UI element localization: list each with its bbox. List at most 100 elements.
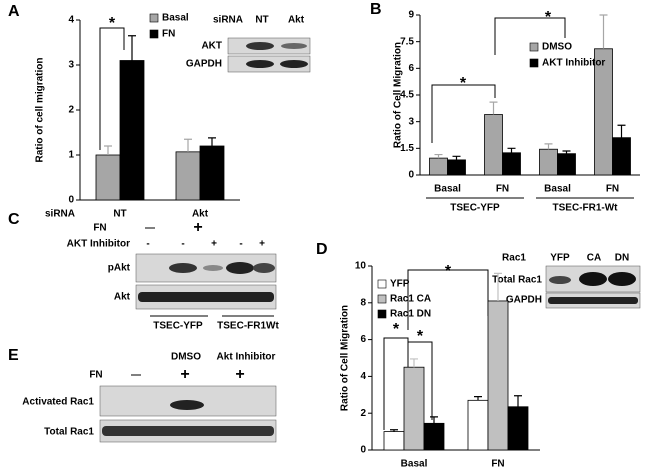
error-bar xyxy=(128,35,136,61)
legend-label: Rac1 DN xyxy=(390,309,431,320)
blot-mark: + xyxy=(211,239,217,250)
annotation: * xyxy=(109,15,116,32)
y-tick-label: 4 xyxy=(68,15,74,26)
blot-mark: + xyxy=(259,239,265,250)
legend-swatch xyxy=(377,294,387,304)
band xyxy=(226,262,254,274)
blot-header: Rac1 xyxy=(502,253,526,264)
bar xyxy=(403,366,425,451)
blot-mark: + xyxy=(193,219,202,236)
blot-row: AKT xyxy=(201,41,222,52)
legend-swatch xyxy=(377,309,387,319)
annotation: * xyxy=(445,263,452,280)
bar xyxy=(199,145,225,201)
y-tick-label: 3 xyxy=(408,116,414,127)
bar xyxy=(539,148,558,176)
blot-treatment: AKT Inhibitor xyxy=(67,239,130,250)
y-tick-label: 3 xyxy=(68,60,74,71)
bar xyxy=(507,406,529,451)
x-tick-label: Akt xyxy=(192,209,209,220)
annotation: * xyxy=(393,321,400,338)
panel-label: E xyxy=(8,347,19,364)
blot-mark: — xyxy=(145,223,155,234)
error-bar xyxy=(208,137,216,146)
blot-lane: NT xyxy=(255,15,268,26)
error-bar xyxy=(452,155,461,160)
y-axis-title: Ratio of Cell Migration xyxy=(340,305,351,411)
bar xyxy=(119,60,145,201)
bar xyxy=(175,151,201,201)
error-bar xyxy=(489,101,498,115)
legend-swatch xyxy=(377,279,387,289)
panel-label: B xyxy=(370,1,382,18)
band xyxy=(169,263,197,273)
blot-lane: CA xyxy=(587,253,601,264)
annotation: * xyxy=(417,328,424,345)
bar xyxy=(423,422,445,451)
blot-lane: DN xyxy=(615,253,629,264)
bar xyxy=(487,300,509,451)
error-bar xyxy=(514,395,522,407)
error-bar xyxy=(410,358,418,368)
bar xyxy=(383,431,405,451)
legend-swatch xyxy=(149,29,159,39)
legend-swatch xyxy=(149,13,159,23)
y-tick-label: 0 xyxy=(68,195,74,206)
blot-row: Activated Rac1 xyxy=(22,397,94,408)
y-tick-label: 1.5 xyxy=(400,143,414,154)
legend-label: FN xyxy=(162,29,175,40)
band xyxy=(280,60,308,68)
bar xyxy=(612,137,631,176)
legend-label: AKT Inhibitor xyxy=(542,58,605,69)
error-bar xyxy=(507,147,516,153)
band xyxy=(608,272,636,286)
error-bar xyxy=(390,429,398,432)
legend-swatch xyxy=(529,58,539,68)
error-bar xyxy=(430,416,438,424)
blot-mark: + xyxy=(235,366,244,383)
y-tick-label: 2 xyxy=(68,105,74,116)
error-bar xyxy=(562,150,571,154)
x-tick-label: FN xyxy=(496,184,509,195)
blot-header: siRNA xyxy=(213,15,243,26)
blot-row: Total Rac1 xyxy=(44,427,94,438)
panel-label: D xyxy=(316,241,328,258)
y-tick-label: 4 xyxy=(360,371,366,382)
blot-row: GAPDH xyxy=(186,59,222,70)
y-axis-title: Ratio of cell migration xyxy=(35,57,46,162)
y-tick-label: 2 xyxy=(360,408,366,419)
y-tick-label: 6 xyxy=(360,334,366,345)
error-bar xyxy=(494,272,502,301)
band xyxy=(579,272,607,286)
x-tick-label: Basal xyxy=(401,459,428,468)
x-axis-title: siRNA xyxy=(45,209,75,220)
blot-lane: Akt xyxy=(288,15,305,26)
blot-row: Akt xyxy=(114,292,131,303)
x-tick-label: FN xyxy=(491,459,504,468)
legend-label: Basal xyxy=(162,13,189,24)
band xyxy=(102,426,274,436)
y-tick-label: 4.5 xyxy=(400,90,414,101)
y-tick-label: 6 xyxy=(408,63,414,74)
blot-mark: + xyxy=(180,366,189,383)
y-tick-label: 0 xyxy=(360,445,366,456)
y-axis-title: Ratio of Cell Migration xyxy=(393,42,404,148)
y-tick-label: 9 xyxy=(408,10,414,21)
error-bar xyxy=(617,124,626,138)
bar xyxy=(447,159,466,176)
band xyxy=(281,43,307,49)
brackets xyxy=(99,17,566,430)
error-bar xyxy=(599,14,608,49)
blot-group: Akt Inhibitor xyxy=(217,352,276,363)
band xyxy=(549,276,571,284)
error-bar xyxy=(474,396,482,401)
blot-row: Total Rac1 xyxy=(492,275,542,286)
error-bar xyxy=(544,143,553,150)
error-bar xyxy=(184,138,192,152)
blot-treatment: FN xyxy=(93,223,106,234)
blot-lane: YFP xyxy=(550,253,570,264)
y-tick-label: 8 xyxy=(360,297,366,308)
panel-label: A xyxy=(8,3,20,20)
bar xyxy=(467,399,489,451)
